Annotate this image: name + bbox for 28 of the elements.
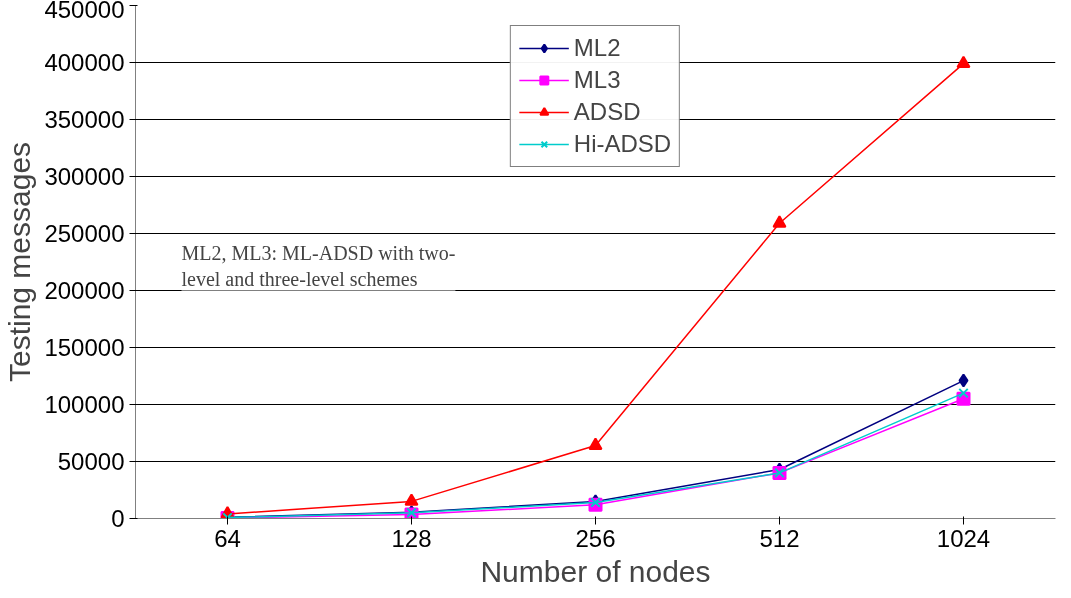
legend-label: ML3 xyxy=(573,66,621,94)
point xyxy=(956,55,971,69)
x-tick-label: 128 xyxy=(391,524,432,552)
y-tick-label: 300000 xyxy=(44,163,125,190)
y-tick-label: 450000 xyxy=(44,0,125,23)
x-tick-label: 256 xyxy=(575,524,616,552)
x-tick-label: 1024 xyxy=(936,524,991,552)
annotation: ML2, ML3: ML-ADSD with two- level and three-level schemes xyxy=(181,242,456,291)
point xyxy=(958,387,969,399)
y-tick-label: 250000 xyxy=(44,220,125,247)
point xyxy=(958,373,969,388)
x-tick-label: 64 xyxy=(214,524,241,552)
y-tick-label: 100000 xyxy=(44,391,125,418)
legend-label: Hi-ADSD xyxy=(573,130,672,158)
y-tick-label: 50000 xyxy=(57,448,125,475)
y-axis-title: Testing messages xyxy=(3,141,37,383)
y-tick-label: 200000 xyxy=(44,277,125,304)
y-tick-label: 0 xyxy=(111,505,125,532)
point xyxy=(404,493,419,506)
x-tick-label: 512 xyxy=(759,524,800,552)
legend-label: ML2 xyxy=(573,34,621,62)
y-tick-label: 400000 xyxy=(44,49,125,76)
y-tick-label: 150000 xyxy=(44,334,125,361)
legend-label: ADSD xyxy=(573,98,641,126)
point xyxy=(588,437,603,450)
y-tick-label: 350000 xyxy=(44,106,125,133)
x-axis-title: Number of nodes xyxy=(480,554,711,588)
point xyxy=(772,215,787,228)
